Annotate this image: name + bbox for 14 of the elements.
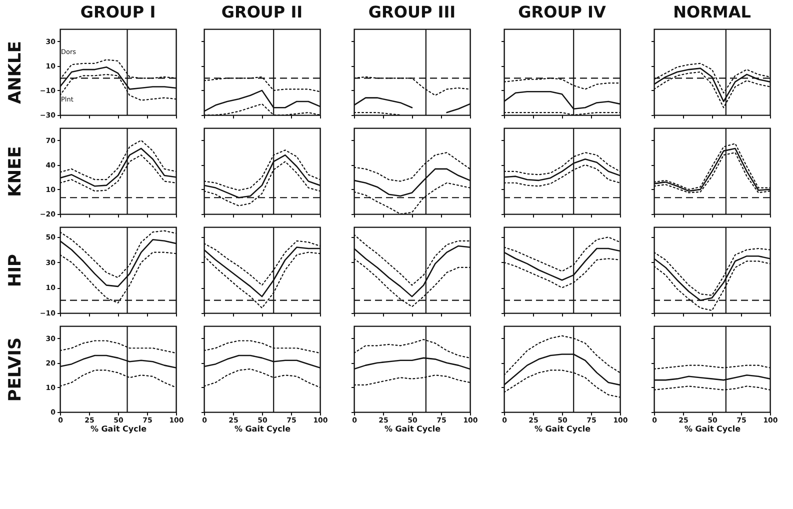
x-axis-title: % Gait Cycle: [384, 424, 442, 434]
y-axis-title: HIP: [6, 254, 26, 288]
chart-title: GROUP IV: [518, 2, 606, 22]
chart-title: NORMAL: [673, 2, 751, 22]
y-axis-title: PELVIS: [6, 337, 26, 402]
y-axis-title: ANKLE: [6, 40, 26, 104]
chart-title: GROUP I: [80, 2, 156, 22]
x-axis-title: % Gait Cycle: [534, 424, 592, 434]
chart-title: GROUP II: [221, 2, 303, 22]
chart-title: GROUP III: [368, 2, 456, 22]
y-axis-title: KNEE: [6, 146, 26, 197]
x-axis-title: % Gait Cycle: [90, 424, 148, 434]
x-axis-title: % Gait Cycle: [234, 424, 292, 434]
x-axis-title: % Gait Cycle: [684, 424, 742, 434]
